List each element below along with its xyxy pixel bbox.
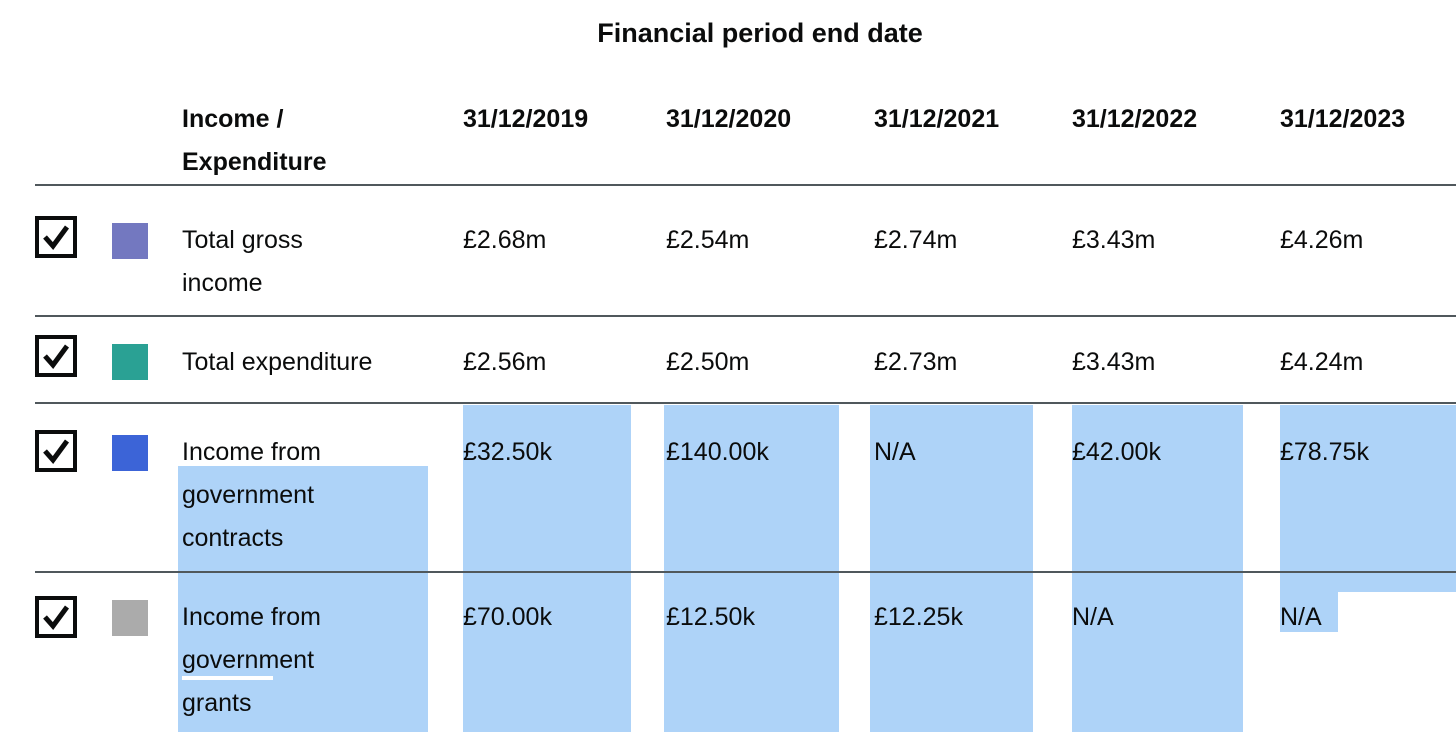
series-swatch-income-government-contracts <box>112 435 148 471</box>
table-value: £12.50k <box>666 603 755 631</box>
table-rule <box>35 571 1456 573</box>
table-value: £2.73m <box>874 348 958 376</box>
table-value: £4.26m <box>1280 226 1364 254</box>
column-header-period: 31/12/2019 <box>463 105 589 133</box>
table-value: £78.75k <box>1280 438 1369 466</box>
selection-highlight <box>1072 405 1243 732</box>
row-checkbox-income-government-grants[interactable] <box>35 596 77 638</box>
column-header-period: 31/12/2020 <box>666 105 792 133</box>
table-value: N/A <box>874 438 916 466</box>
table-value: £12.25k <box>874 603 963 631</box>
column-header-period: 31/12/2021 <box>874 105 1000 133</box>
selection-highlight <box>1280 592 1338 632</box>
selection-highlight <box>463 405 631 732</box>
table-value: £3.43m <box>1072 226 1156 254</box>
page-title: Financial period end date <box>597 18 923 48</box>
column-header-income-expenditure: Income / Expenditure <box>182 105 327 176</box>
table-value: £70.00k <box>463 603 552 631</box>
table-value: £2.50m <box>666 348 750 376</box>
checkmark-icon <box>43 439 70 464</box>
table-value: £2.68m <box>463 226 547 254</box>
table-rule <box>35 184 1456 186</box>
table-value: N/A <box>1280 603 1322 631</box>
row-checkbox-income-government-contracts[interactable] <box>35 430 77 472</box>
row-label: Income from government grants <box>182 603 321 717</box>
row-label: Total expenditure <box>182 348 373 376</box>
row-label: Income from government contracts <box>182 438 321 552</box>
column-header-period: 31/12/2022 <box>1072 105 1198 133</box>
series-swatch-income-government-grants <box>112 600 148 636</box>
series-swatch-total-expenditure <box>112 344 148 380</box>
table-value: £2.56m <box>463 348 547 376</box>
table-value: £2.54m <box>666 226 750 254</box>
table-value: £4.24m <box>1280 348 1364 376</box>
table-rule <box>35 315 1456 317</box>
checkmark-icon <box>43 605 70 630</box>
table-value: N/A <box>1072 603 1114 631</box>
label-underline-gap <box>182 676 273 680</box>
selection-highlight <box>664 405 839 732</box>
checkmark-icon <box>43 344 70 369</box>
table-rule <box>35 402 1456 404</box>
row-checkbox-total-gross-income[interactable] <box>35 216 77 258</box>
selection-highlight <box>178 466 428 732</box>
table-value: £2.74m <box>874 226 958 254</box>
column-header-period: 31/12/2023 <box>1280 105 1406 133</box>
table-value: £140.00k <box>666 438 769 466</box>
selection-highlight <box>870 405 1033 732</box>
selection-highlight <box>1280 405 1456 592</box>
table-value: £42.00k <box>1072 438 1161 466</box>
table-value: £3.43m <box>1072 348 1156 376</box>
table-value: £32.50k <box>463 438 552 466</box>
row-label: Total gross income <box>182 226 303 297</box>
series-swatch-total-gross-income <box>112 223 148 259</box>
checkmark-icon <box>43 225 70 250</box>
row-checkbox-total-expenditure[interactable] <box>35 335 77 377</box>
